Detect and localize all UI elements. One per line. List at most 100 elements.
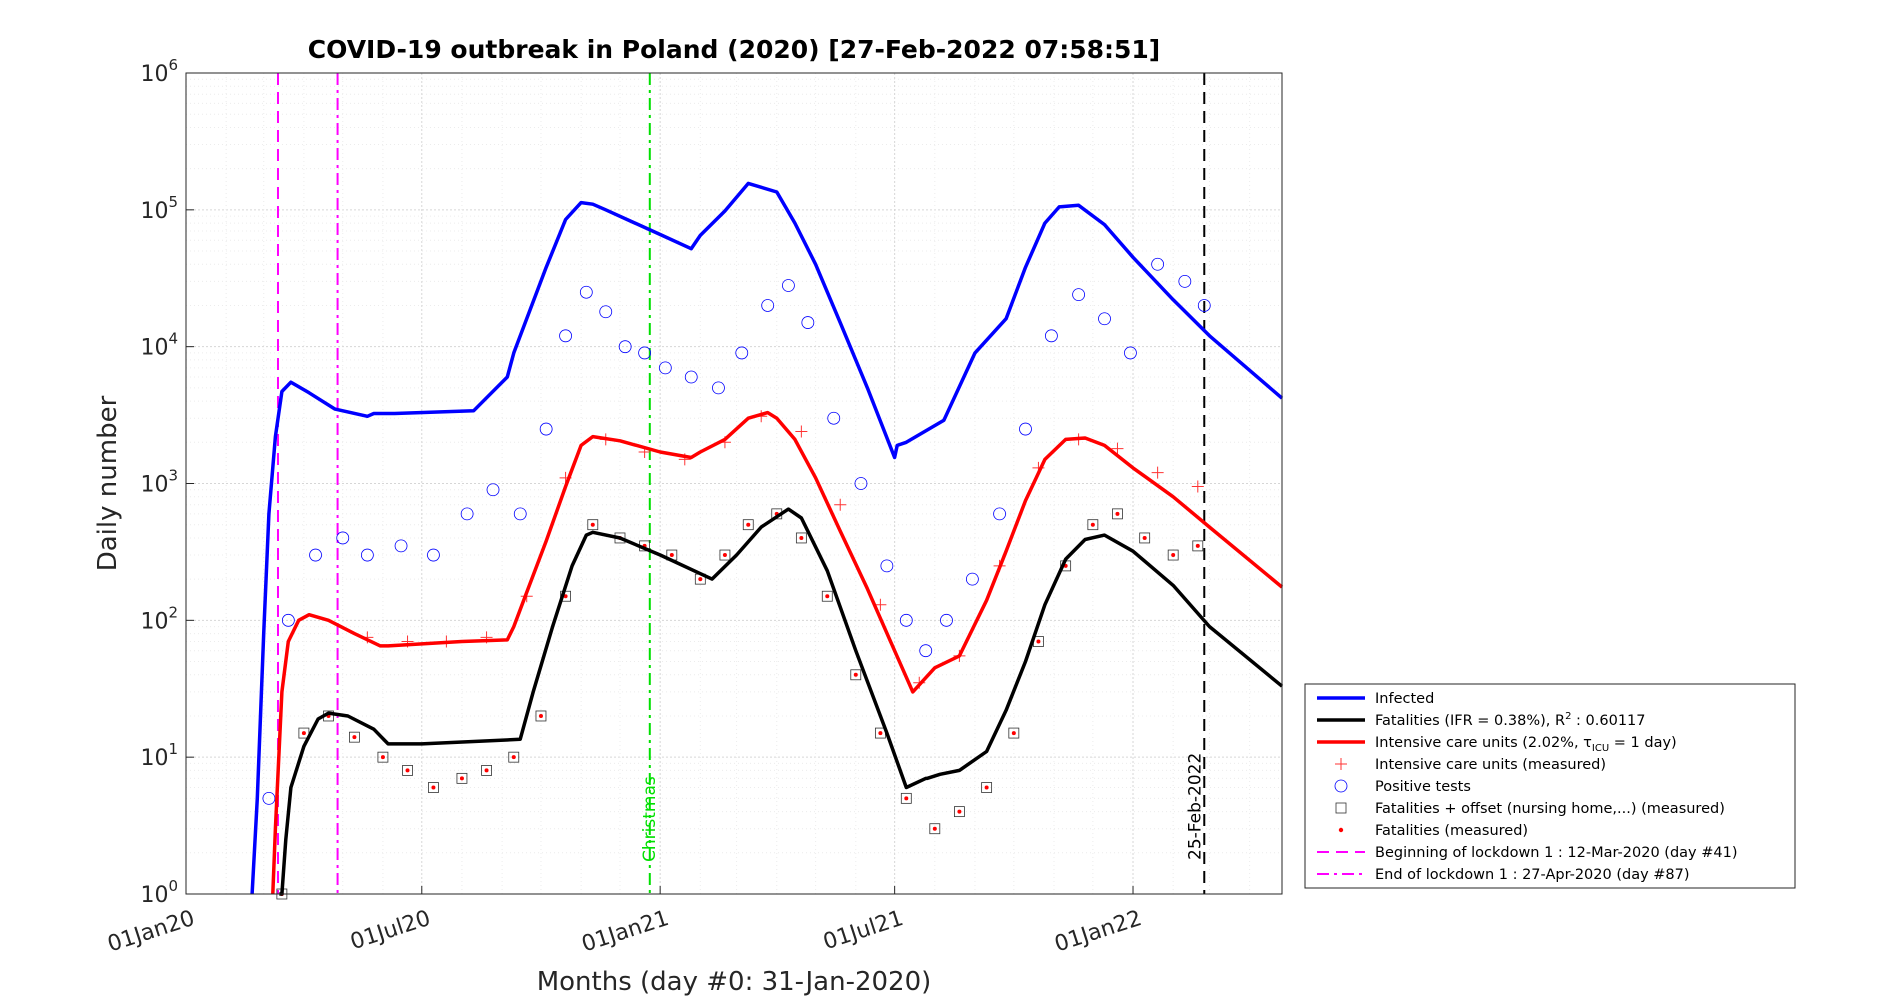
legend-swatch-marker bbox=[1335, 802, 1347, 814]
legend-entry-text: Fatalities + offset (nursing home,...) (… bbox=[1375, 801, 1725, 817]
fatality-offset-point bbox=[900, 792, 912, 804]
reference-line-label: 25-Feb-2022 bbox=[1185, 753, 1205, 860]
icu-measured-point bbox=[1151, 466, 1164, 479]
positive-test-point bbox=[460, 507, 474, 521]
positive-test-point bbox=[638, 346, 652, 360]
fatality-offset-point bbox=[1192, 540, 1204, 552]
y-tick-label: 101 bbox=[140, 740, 178, 771]
positive-test-point bbox=[940, 613, 953, 627]
fatality-measured-point bbox=[459, 776, 464, 781]
fatality-offset-point bbox=[508, 751, 520, 763]
positive-test-point bbox=[899, 613, 913, 627]
legend-swatch-marker bbox=[1334, 779, 1348, 793]
fatality-offset-point bbox=[1087, 519, 1099, 531]
fatality-measured-point bbox=[431, 785, 436, 790]
positive-test-point bbox=[513, 507, 527, 521]
fatality-offset-point bbox=[535, 710, 547, 722]
legend-entry-text: Intensive care units (2.02%, τICU = 1 da… bbox=[1375, 735, 1677, 754]
positive-test-point bbox=[761, 299, 775, 312]
x-axis-label: Months (day #0: 31-Jan-2020) bbox=[537, 967, 932, 997]
fatality-measured-point bbox=[904, 796, 909, 801]
fatality-measured-point bbox=[1171, 553, 1176, 558]
icu-measured-point bbox=[1191, 480, 1204, 493]
y-tick-label: 103 bbox=[140, 467, 178, 498]
fatality-measured-point bbox=[1011, 731, 1016, 736]
y-axis-label: Daily number bbox=[93, 395, 123, 571]
legend-entry-text: Intensive care units (measured) bbox=[1375, 757, 1606, 773]
fatality-offset-point bbox=[981, 782, 993, 793]
positive-test-point bbox=[281, 613, 295, 627]
positive-test-point bbox=[539, 422, 553, 436]
legend-swatch-marker bbox=[1335, 758, 1347, 770]
fatality-measured-point bbox=[984, 785, 989, 790]
fatality-offset-point bbox=[1008, 727, 1020, 739]
series-line bbox=[271, 410, 1284, 895]
fatality-measured-point bbox=[1115, 511, 1120, 516]
x-tick-label: 01Jan20 bbox=[105, 906, 198, 958]
fatality-offset-point bbox=[349, 731, 360, 743]
fatality-offset-point bbox=[402, 765, 413, 776]
positive-test-point bbox=[827, 411, 841, 425]
fatality-measured-point bbox=[563, 594, 568, 599]
fatality-measured-point bbox=[825, 594, 830, 599]
positive-test-point bbox=[427, 548, 440, 562]
fatality-measured-point bbox=[1195, 543, 1200, 548]
legend-entry-text: Positive tests bbox=[1375, 779, 1471, 795]
legend-entry-text: Fatalities (IFR = 0.38%), R2 : 0.60117 bbox=[1375, 711, 1646, 729]
legend-swatch-marker bbox=[1338, 827, 1344, 833]
positive-test-point bbox=[309, 548, 322, 562]
fatality-measured-point bbox=[484, 768, 489, 773]
positive-test-point bbox=[1098, 312, 1111, 326]
x-tick-label: 01Jan21 bbox=[579, 906, 672, 958]
fatality-offset-point bbox=[795, 532, 807, 544]
fatality-offset-point bbox=[587, 519, 599, 531]
y-tick-label: 102 bbox=[140, 603, 178, 634]
fatality-offset-point bbox=[850, 669, 862, 681]
fatality-measured-point bbox=[511, 755, 516, 760]
axis-ticks: 01Jan20 01Jul20 01Jan21 01Jul21 01Jan22 100 10… bbox=[105, 56, 1145, 957]
fatality-measured-point bbox=[405, 768, 410, 773]
legend-entry-text: Beginning of lockdown 1 : 12-Mar-2020 (d… bbox=[1375, 845, 1737, 861]
positive-test-point bbox=[618, 340, 632, 354]
positive-test-point bbox=[919, 644, 933, 658]
fatality-offset-point bbox=[1139, 532, 1151, 544]
fatality-measured-point bbox=[538, 713, 543, 718]
positive-test-point bbox=[486, 483, 500, 497]
positive-test-point bbox=[1151, 257, 1165, 271]
positive-test-point bbox=[262, 791, 276, 805]
fatality-measured-point bbox=[669, 553, 674, 558]
positive-test-point bbox=[336, 531, 350, 545]
fatality-measured-point bbox=[746, 522, 751, 527]
positive-test-point bbox=[394, 539, 408, 553]
positive-test-point bbox=[684, 370, 698, 384]
y-tick-label: 100 bbox=[140, 877, 178, 908]
x-tick-label: 01Jul21 bbox=[820, 906, 906, 955]
positive-test-point bbox=[599, 305, 613, 319]
fatality-offset-point bbox=[742, 519, 754, 531]
positive-test-point bbox=[1044, 329, 1058, 343]
fatality-offset-point bbox=[1112, 508, 1123, 520]
positive-test-point bbox=[559, 329, 572, 343]
positive-test-point bbox=[965, 572, 979, 586]
chart-title: COVID-19 outbreak in Poland (2020) [27-F… bbox=[308, 35, 1160, 64]
legend-box bbox=[1304, 683, 1796, 889]
reference-line-label: Christmas bbox=[640, 776, 660, 862]
positive-test-point bbox=[658, 361, 672, 375]
fatality-measured-point bbox=[698, 577, 703, 582]
fatality-measured-point bbox=[1142, 535, 1147, 540]
legend-entry-text: End of lockdown 1 : 27-Apr-2020 (day #87… bbox=[1375, 867, 1690, 883]
positive-test-point bbox=[880, 559, 894, 573]
fatality-offset-point bbox=[821, 590, 833, 602]
fatality-offset-point bbox=[954, 806, 965, 818]
fatality-measured-point bbox=[301, 731, 306, 736]
fatality-measured-point bbox=[878, 731, 883, 736]
y-tick-label: 105 bbox=[140, 193, 178, 224]
positive-test-point bbox=[712, 381, 725, 395]
positive-test-point bbox=[1124, 346, 1137, 360]
fatality-measured-point bbox=[1090, 522, 1095, 527]
fatality-measured-point bbox=[352, 735, 357, 740]
fatality-offset-point bbox=[428, 782, 439, 793]
fatality-offset-point bbox=[929, 823, 941, 835]
legend-entry-text: Fatalities (measured) bbox=[1375, 823, 1528, 839]
